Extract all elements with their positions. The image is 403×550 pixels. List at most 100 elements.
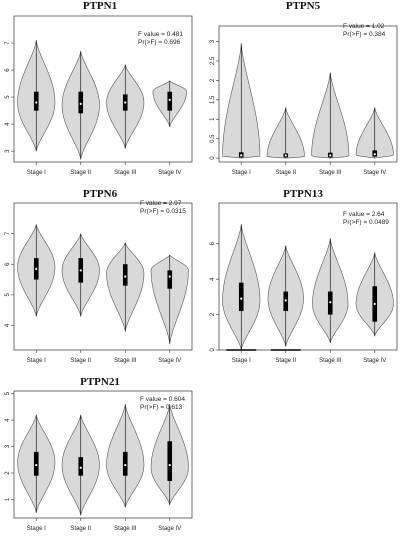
iqr-box [167,441,173,481]
y-tick-label: 2.5 [210,56,216,65]
median-dot [124,463,127,467]
chart-ptpn6: PTPN6 F value = 2.97 Pr(>F) = 0.0315 4 5 6… [0,187,200,372]
y-tick-label: 0.5 [210,134,216,143]
y-tick-label: 2 [210,78,216,82]
x-tick-label: Stage IV [158,526,181,532]
chart-ptpn21: PTPN21 F value = 0.604 Pr(>F) = 0.613 1 2… [0,375,200,550]
x-tick-label: Stage IV [158,358,181,364]
chart-plot: 0 2 4 6 Stage I Stage II Stage III Stage IV [210,202,398,364]
f-value-label: F value = 1.02 [343,23,385,30]
x-tick-label: Stage II [275,358,296,364]
x-tick-label: Stage III [114,170,137,176]
x-tick-label: Stage I [232,358,251,364]
median-dot [124,275,127,278]
y-tick-label: 7 [5,41,11,45]
stat-annotation: F value = 0.481 Pr(>F) = 0.696 [138,31,183,47]
p-value-label: Pr(>F) = 0.384 [343,31,386,38]
f-value-label: F value = 0.481 [138,31,183,38]
y-tick-label: 0 [210,156,216,160]
x-tick-label: Stage IV [158,170,181,176]
stat-annotation: F value = 2.64 Pr(>F) = 0.0489 [343,211,389,227]
y-tick-label: 4 [5,122,11,126]
median-dot [284,154,287,157]
f-value-label: F value = 2.97 [140,200,182,207]
x-tick-label: Stage II [70,170,91,176]
chart-plot: 4 5 6 7 Stage I Stage II Stage III Stage IV [5,202,193,364]
y-tick-label: 5 [5,95,11,99]
iqr-box [238,282,244,312]
y-tick-label: 1 [210,117,216,121]
plot-frame [218,25,398,163]
x-tick-label: Stage II [70,358,91,364]
x-tick-label: Stage IV [363,170,386,176]
y-tick-label: 1 [5,497,11,501]
iqr-box [33,91,39,111]
iqr-box [122,451,128,476]
y-tick-label: 7 [5,231,11,235]
plot-frame [13,15,193,163]
median-dot [79,269,82,272]
x-tick-label: Stage I [27,526,46,532]
x-tick-label: Stage I [27,170,46,176]
iqr-box [167,91,173,111]
chart-ptpn13: PTPN13 F value = 2.64 Pr(>F) = 0.0489 0 2… [203,187,403,372]
y-tick-label: 0 [210,348,216,352]
x-tick-label: Stage III [319,358,342,364]
y-tick-label: 3 [5,444,11,448]
chart-ptpn5: PTPN5 F value = 1.02 Pr(>F) = 0.384 0 0.5… [203,0,403,185]
iqr-box [78,91,84,114]
stat-annotation: F value = 2.97 Pr(>F) = 0.0315 [140,200,186,216]
y-tick-label: 1.5 [210,95,216,104]
chart-title: PTPN6 [82,188,118,200]
chart-title: PTPN5 [285,0,321,12]
x-tick-label: Stage III [114,358,137,364]
iqr-box [122,264,128,286]
median-dot [240,154,243,157]
median-dot [79,466,82,469]
plot-frame [13,390,193,519]
p-value-label: Pr(>F) = 0.0489 [343,219,389,226]
x-tick-label: Stage I [27,358,46,364]
chart-title: PTPN1 [82,0,118,12]
y-tick-label: 4 [210,277,216,281]
median-dot [284,299,287,302]
x-tick-label: Stage II [275,170,296,176]
y-tick-label: 3 [5,149,11,153]
median-dot [329,301,332,304]
y-tick-label: 6 [5,68,11,72]
chart-plot: 0 0.5 1 1.5 2 2.5 3 Stage I Stage II Stage III Sta… [210,25,398,176]
median-dot [168,98,171,101]
median-dot [35,267,38,270]
p-value-label: Pr(>F) = 0.696 [138,39,181,46]
chart-plot: 1 2 3 4 5 Stage I Stage II Stage III Stage IV [5,390,193,532]
plot-frame [218,202,398,351]
f-value-label: F value = 2.64 [343,211,385,218]
median-dot [168,463,171,467]
f-value-label: F value = 0.604 [140,396,185,403]
median-dot [35,463,38,467]
x-tick-label: Stage I [232,170,251,176]
median-dot [79,102,82,105]
median-dot [124,101,127,104]
y-tick-label: 4 [5,323,11,327]
median-dot [373,153,376,156]
chart-title: PTPN21 [80,376,120,388]
y-tick-label: 6 [5,262,11,266]
plot-frame [13,202,193,351]
chart-title: PTPN13 [283,188,323,200]
median-dot [329,154,332,157]
x-tick-label: Stage III [114,526,137,532]
y-tick-label: 5 [5,391,11,395]
p-value-label: Pr(>F) = 0.0315 [140,208,186,215]
y-tick-label: 3 [210,39,216,43]
x-tick-label: Stage II [70,526,91,532]
chart-plot: 3 4 5 6 7 Stage I Stage II Stage III Stage IV [5,15,193,176]
y-tick-label: 5 [5,293,11,297]
chart-ptpn1: PTPN1 F value = 0.481 Pr(>F) = 0.696 3 4 5… [0,0,200,185]
x-tick-label: Stage III [319,170,342,176]
y-tick-label: 2 [5,471,11,475]
iqr-box [33,451,39,476]
iqr-box [167,270,173,289]
median-dot [373,302,376,306]
x-tick-label: Stage IV [363,358,386,364]
